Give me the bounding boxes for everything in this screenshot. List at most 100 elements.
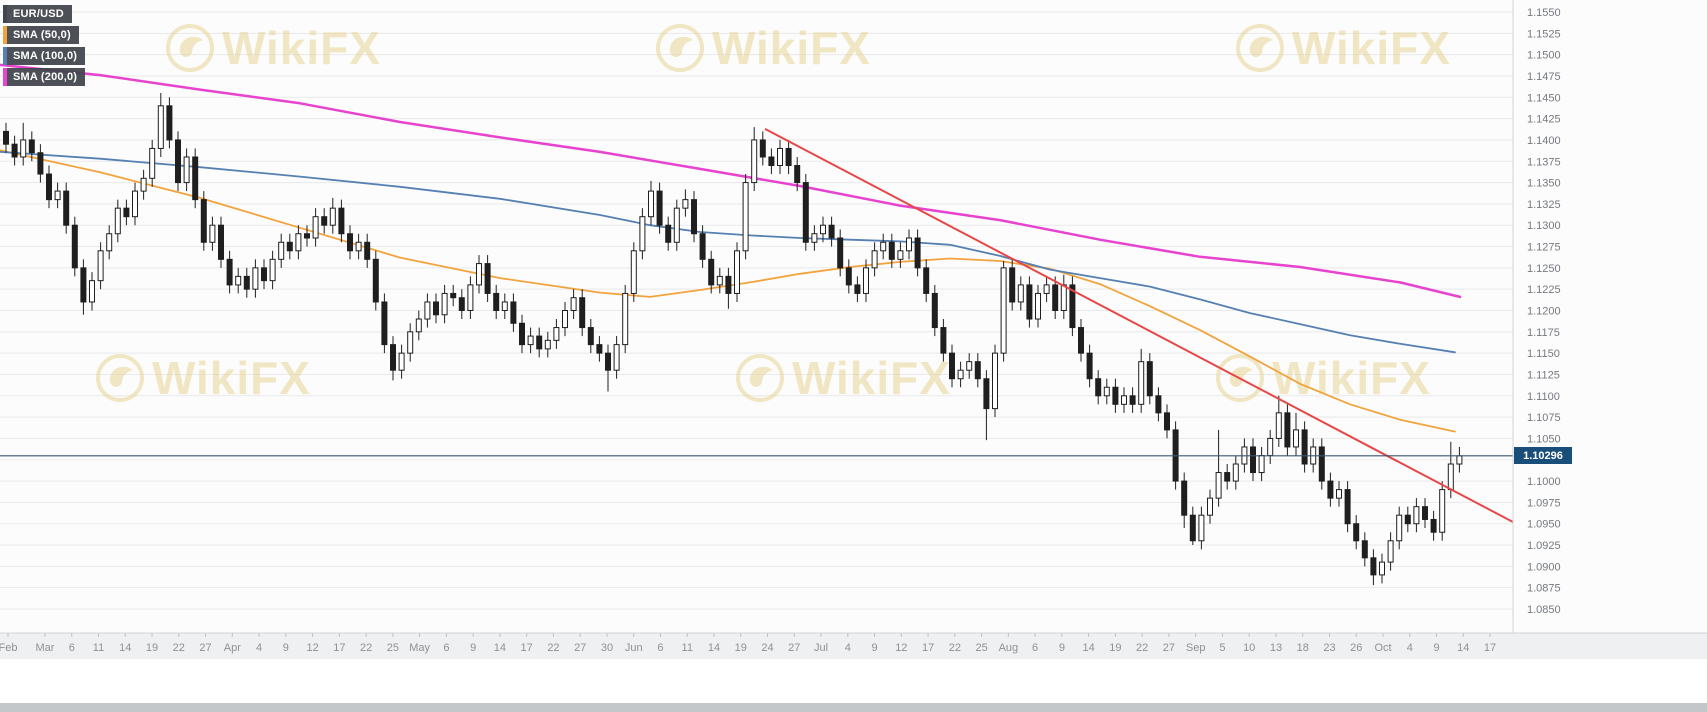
- time-label: 22: [360, 642, 372, 654]
- time-label: 27: [1163, 642, 1175, 654]
- plot-background: [0, 0, 1707, 633]
- wikifx-watermark: WikiFX: [1236, 22, 1451, 74]
- time-label: Oct: [1374, 642, 1391, 654]
- time-label: 9: [470, 642, 476, 654]
- time-label: 10: [1243, 642, 1255, 654]
- time-label: 19: [735, 642, 747, 654]
- time-label: 4: [845, 642, 851, 654]
- time-label: 6: [443, 642, 449, 654]
- wikifx-watermark: WikiFX: [656, 22, 871, 74]
- time-label: May: [409, 642, 430, 654]
- price-label: 1.0875: [1527, 583, 1561, 595]
- wikifx-watermark-text: WikiFX: [1292, 22, 1451, 74]
- time-label: 17: [922, 642, 934, 654]
- time-label: 14: [1457, 642, 1469, 654]
- sma200-label: SMA (200,0): [13, 71, 78, 83]
- sma50-label: SMA (50,0): [13, 29, 71, 41]
- time-label: 24: [761, 642, 773, 654]
- price-label: 1.1075: [1527, 412, 1561, 424]
- wikifx-bird-icon: [1249, 36, 1273, 58]
- time-label: 6: [1032, 642, 1038, 654]
- price-label: 1.1550: [1527, 7, 1561, 19]
- time-label: Jul: [814, 642, 828, 654]
- sma200-line: [0, 63, 1462, 299]
- time-label: 5: [1219, 642, 1225, 654]
- candles: [3, 93, 1463, 586]
- time-label: 11: [682, 642, 693, 654]
- price-label: 1.1225: [1527, 284, 1561, 296]
- wikifx-logo-icon: [1216, 354, 1264, 402]
- time-label: Feb: [0, 642, 17, 654]
- wikifx-watermarks: WikiFX WikiFX WikiFX WikiFX WikiFX WikiFX: [96, 22, 1451, 404]
- price-label: 1.1450: [1527, 92, 1561, 104]
- price-label: 1.0950: [1527, 519, 1561, 531]
- time-label: 9: [283, 642, 289, 654]
- time-label: 27: [788, 642, 800, 654]
- price-label: 1.0850: [1527, 604, 1561, 616]
- time-label: 12: [895, 642, 907, 654]
- sma100-line: [0, 150, 1456, 354]
- price-label: 1.1500: [1527, 50, 1561, 62]
- time-label: 9: [871, 642, 877, 654]
- wikifx-watermark: WikiFX: [166, 22, 381, 74]
- wikifx-logo-icon: [96, 354, 144, 402]
- wikifx-watermark-text: WikiFX: [712, 22, 871, 74]
- symbol-badge[interactable]: EUR/USD: [3, 5, 72, 23]
- wikifx-watermark: WikiFX: [1216, 352, 1430, 404]
- time-label: 12: [306, 642, 318, 654]
- price-label: 1.1475: [1527, 71, 1561, 83]
- price-label: 1.1050: [1527, 433, 1561, 445]
- time-axis-labels[interactable]: Feb Mar 6 11 14 19 22 27 Apr 4 9 12 17 22 25 May 6 9 14 17 2…: [0, 633, 1496, 654]
- time-label: 27: [199, 642, 211, 654]
- price-label: 1.1150: [1527, 348, 1560, 360]
- time-label: Apr: [224, 642, 241, 654]
- horizontal-scrollbar[interactable]: [0, 703, 1707, 712]
- legend-item-sma100[interactable]: SMA (100,0): [3, 47, 86, 65]
- time-label: Jun: [625, 642, 643, 654]
- time-label: 4: [256, 642, 262, 654]
- wikifx-watermark: WikiFX: [96, 352, 310, 404]
- time-label: 4: [1407, 642, 1413, 654]
- price-label: 1.1250: [1527, 263, 1561, 275]
- legend-item-sma50[interactable]: SMA (50,0): [3, 26, 79, 44]
- time-label: 9: [1059, 642, 1065, 654]
- time-label: 22: [1136, 642, 1148, 654]
- time-label: 11: [93, 642, 104, 654]
- time-label: 19: [1109, 642, 1121, 654]
- price-label: 1.1125: [1527, 369, 1560, 381]
- wikifx-bird-icon: [669, 36, 693, 58]
- legend-item-sma200[interactable]: SMA (200,0): [3, 68, 86, 86]
- time-label: 25: [975, 642, 987, 654]
- time-label: 14: [119, 642, 131, 654]
- price-label: 1.1425: [1527, 114, 1561, 126]
- time-label: 25: [387, 642, 399, 654]
- price-label: 1.1100: [1527, 391, 1560, 403]
- symbol-label: EUR/USD: [13, 8, 64, 20]
- time-axis-strip: [0, 633, 1707, 659]
- wikifx-logo-icon: [1236, 24, 1284, 72]
- time-label: 18: [1297, 642, 1309, 654]
- price-label: 1.1000: [1527, 476, 1561, 488]
- time-label: 6: [69, 642, 75, 654]
- time-label: 14: [494, 642, 506, 654]
- price-label: 1.1325: [1527, 199, 1561, 211]
- time-label: 23: [1323, 642, 1335, 654]
- time-label: 22: [547, 642, 559, 654]
- trendline[interactable]: [764, 127, 1514, 523]
- wikifx-logo-icon: [736, 354, 784, 402]
- time-label: 17: [1484, 642, 1496, 654]
- wikifx-logo-icon: [166, 24, 214, 72]
- price-label: 1.0925: [1527, 540, 1561, 552]
- price-label: 1.1300: [1527, 220, 1561, 232]
- bottom-filler: [0, 659, 1707, 703]
- wikifx-logo-icon: [656, 24, 704, 72]
- wikifx-bird-icon: [179, 36, 203, 58]
- time-label: 30: [601, 642, 613, 654]
- price-label: 1.1525: [1527, 28, 1561, 40]
- price-axis-labels[interactable]: 1.1550 1.1525 1.1500 1.1475 1.1450 1.1425 1.14…: [1527, 7, 1561, 616]
- time-label: 22: [173, 642, 185, 654]
- wikifx-watermark-text: WikiFX: [222, 22, 381, 74]
- wikifx-watermark-text: WikiFX: [792, 352, 951, 404]
- time-label: 17: [333, 642, 345, 654]
